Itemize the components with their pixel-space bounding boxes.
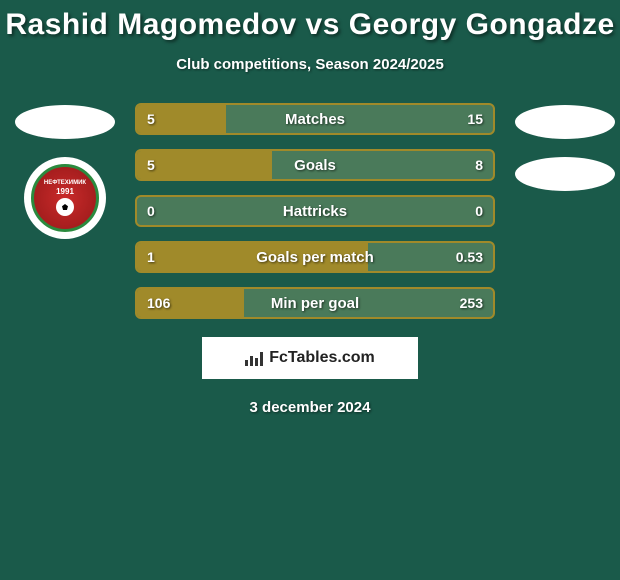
club-year: 1991 [56, 187, 74, 196]
player2-avatar [515, 105, 615, 139]
club-name: НЕФТЕХИМИК [44, 180, 86, 186]
date-text: 3 december 2024 [0, 399, 620, 416]
player1-avatar [15, 105, 115, 139]
stat-right-value: 253 [460, 295, 483, 311]
right-player-col [505, 103, 620, 191]
stat-label: Min per goal [271, 295, 359, 312]
brand-text: FcTables.com [269, 349, 375, 367]
stat-bar-hattricks: 0 Hattricks 0 [135, 195, 495, 227]
stat-label: Matches [285, 111, 345, 128]
ball-icon [56, 198, 74, 216]
stat-bar-goals: 5 Goals 8 [135, 149, 495, 181]
left-player-col: НЕФТЕХИМИК 1991 [5, 103, 125, 239]
stat-label: Goals [294, 157, 336, 174]
stat-fill [137, 151, 272, 179]
stat-right-value: 15 [467, 111, 483, 127]
main-grid: НЕФТЕХИМИК 1991 5 Matches 15 5 Goals 8 [0, 103, 620, 319]
stat-label: Goals per match [256, 249, 374, 266]
stat-left-value: 0 [147, 203, 155, 219]
stat-left-value: 1 [147, 249, 155, 265]
stats-column: 5 Matches 15 5 Goals 8 0 Hattricks 0 1 G… [135, 103, 495, 319]
stat-right-value: 0.53 [456, 249, 483, 265]
player2-club-badge [515, 157, 615, 191]
stat-left-value: 5 [147, 111, 155, 127]
page-title: Rashid Magomedov vs Georgy Gongadze [0, 8, 620, 42]
stat-right-value: 8 [475, 157, 483, 173]
player1-club-badge: НЕФТЕХИМИК 1991 [24, 157, 106, 239]
stat-right-value: 0 [475, 203, 483, 219]
stat-bar-min-per-goal: 106 Min per goal 253 [135, 287, 495, 319]
brand-link[interactable]: FcTables.com [202, 337, 418, 379]
stat-bar-goals-per-match: 1 Goals per match 0.53 [135, 241, 495, 273]
chart-icon [245, 350, 265, 366]
stat-left-value: 106 [147, 295, 170, 311]
subtitle: Club competitions, Season 2024/2025 [0, 56, 620, 73]
comparison-card: Rashid Magomedov vs Georgy Gongadze Club… [0, 0, 620, 416]
stat-label: Hattricks [283, 203, 347, 220]
stat-bar-matches: 5 Matches 15 [135, 103, 495, 135]
stat-left-value: 5 [147, 157, 155, 173]
